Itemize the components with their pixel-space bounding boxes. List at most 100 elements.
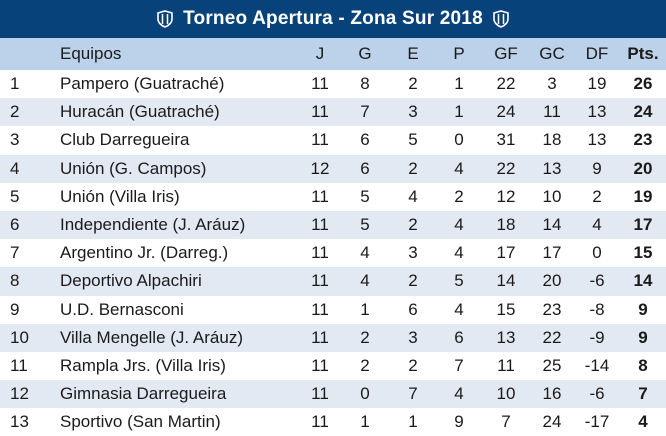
cell-goals-against: 3	[547, 74, 557, 94]
table-row: 7 Argentino Jr. (Darreg.) 11 4 3 4 17 17 0 15	[0, 239, 666, 268]
cell-goals-for: 7	[501, 412, 511, 432]
cell-pos: 5	[10, 186, 20, 206]
cell-goals-for: 12	[496, 186, 516, 206]
cell-played: 11	[311, 355, 329, 375]
cell-drawn: 2	[408, 355, 418, 375]
cell-drawn: 6	[408, 299, 418, 319]
cell-lost: 4	[454, 243, 464, 263]
cell-goals-against: 14	[542, 215, 562, 235]
table-row: 10 Villa Mengelle (J. Aráuz) 11 2 3 6 13 22 -9 9	[0, 323, 666, 352]
cell-goals-for: 10	[496, 384, 516, 404]
cell-won: 6	[360, 158, 370, 178]
cell-won: 6	[360, 130, 370, 150]
cell-points: 17	[633, 215, 653, 235]
cell-goals-against: 16	[542, 384, 562, 404]
cell-lost: 4	[454, 215, 464, 235]
table-row: 1 Pampero (Guatraché) 11 8 2 1 22 3 19 26	[0, 70, 666, 99]
cell-won: 7	[360, 102, 370, 122]
table-row: 8 Deportivo Alpachiri 11 4 2 5 14 20 -6 14	[0, 267, 666, 296]
cell-played: 11	[311, 412, 329, 432]
cell-goals-against: 13	[542, 158, 562, 178]
header-won: G	[358, 44, 372, 63]
cell-won: 4	[360, 243, 370, 263]
cell-won: 8	[360, 74, 370, 94]
cell-goals-against: 17	[542, 243, 562, 263]
table-title: Torneo Apertura - Zona Sur 2018	[183, 8, 483, 29]
cell-goal-diff: -8	[589, 299, 605, 319]
cell-goals-for: 11	[497, 355, 515, 375]
table-title-bar: Torneo Apertura - Zona Sur 2018	[0, 0, 666, 38]
cell-points: 26	[633, 74, 653, 94]
cell-goals-against: 23	[542, 299, 562, 319]
cell-goal-diff: 0	[592, 243, 602, 263]
cell-lost: 6	[454, 327, 464, 347]
header-pos	[0, 38, 56, 70]
cell-team: Rampla Jrs. (Villa Iris)	[60, 355, 226, 375]
cell-team: Huracán (Guatraché)	[60, 102, 220, 122]
cell-lost: 2	[454, 186, 464, 206]
cell-team: Club Darregueira	[60, 130, 190, 150]
header-drawn: E	[407, 44, 419, 63]
header-goals-against: GC	[539, 44, 565, 63]
cell-goals-for: 31	[496, 130, 516, 150]
cell-team: Sportivo (San Martin)	[60, 412, 221, 432]
cell-goals-for: 14	[496, 271, 516, 291]
cell-goals-for: 17	[496, 243, 516, 263]
cell-played: 11	[311, 299, 329, 319]
cell-goals-for: 22	[496, 158, 516, 178]
cell-team: Pampero (Guatraché)	[60, 74, 225, 94]
cell-goals-for: 24	[496, 102, 516, 122]
table-row: 2 Huracán (Guatraché) 11 7 3 1 24 11 13 24	[0, 98, 666, 127]
cell-drawn: 3	[408, 327, 418, 347]
cell-drawn: 3	[408, 243, 418, 263]
cell-goal-diff: 13	[587, 130, 607, 150]
cell-lost: 1	[454, 74, 464, 94]
cell-pos: 9	[10, 299, 20, 319]
cell-goals-for: 18	[496, 215, 516, 235]
cell-goal-diff: 9	[592, 158, 602, 178]
cell-points: 20	[633, 158, 653, 178]
cell-lost: 4	[454, 384, 464, 404]
club-shield-icon	[493, 10, 509, 28]
cell-lost: 0	[454, 130, 464, 150]
table-row: 3 Club Darregueira 11 6 5 0 31 18 13 23	[0, 126, 666, 155]
cell-points: 15	[633, 243, 653, 263]
cell-goals-for: 22	[496, 74, 516, 94]
cell-points: 24	[633, 102, 653, 122]
cell-won: 5	[360, 215, 370, 235]
cell-goals-against: 10	[542, 186, 562, 206]
cell-pos: 1	[10, 74, 20, 94]
column-header-row: Equipos J G E P GF GC DF Pts.	[0, 38, 666, 70]
cell-pos: 3	[10, 130, 20, 150]
cell-goals-against: 24	[542, 412, 562, 432]
cell-pos: 13	[10, 412, 29, 432]
cell-goal-diff: 2	[592, 186, 602, 206]
cell-team: U.D. Bernasconi	[60, 299, 184, 319]
cell-goal-diff: -6	[589, 271, 605, 291]
cell-goal-diff: 13	[587, 102, 607, 122]
cell-pos: 11	[10, 355, 28, 375]
cell-pos: 8	[10, 271, 20, 291]
cell-goal-diff: -6	[589, 384, 605, 404]
cell-won: 2	[360, 355, 370, 375]
cell-played: 11	[311, 215, 329, 235]
cell-goal-diff: 19	[587, 74, 607, 94]
cell-points: 7	[638, 384, 648, 404]
cell-goal-diff: 4	[592, 215, 602, 235]
header-goals-for: GF	[494, 44, 518, 63]
table-row: 12 Gimnasia Darregueira 11 0 7 4 10 16 -6 7	[0, 380, 666, 409]
cell-points: 4	[638, 412, 648, 432]
cell-goal-diff: -9	[589, 327, 605, 347]
cell-pos: 7	[10, 243, 20, 263]
cell-won: 0	[360, 384, 370, 404]
cell-pos: 2	[10, 102, 20, 122]
table-row: 13 Sportivo (San Martin) 11 1 1 9 7 24 -17 4	[0, 408, 666, 436]
table-row: 4 Unión (G. Campos) 12 6 2 4 22 13 9 20	[0, 154, 666, 183]
cell-drawn: 4	[408, 186, 418, 206]
club-shield-icon	[157, 10, 173, 28]
cell-goals-against: 11	[543, 102, 561, 122]
cell-played: 11	[311, 327, 329, 347]
cell-lost: 4	[454, 158, 464, 178]
cell-pos: 6	[10, 215, 20, 235]
